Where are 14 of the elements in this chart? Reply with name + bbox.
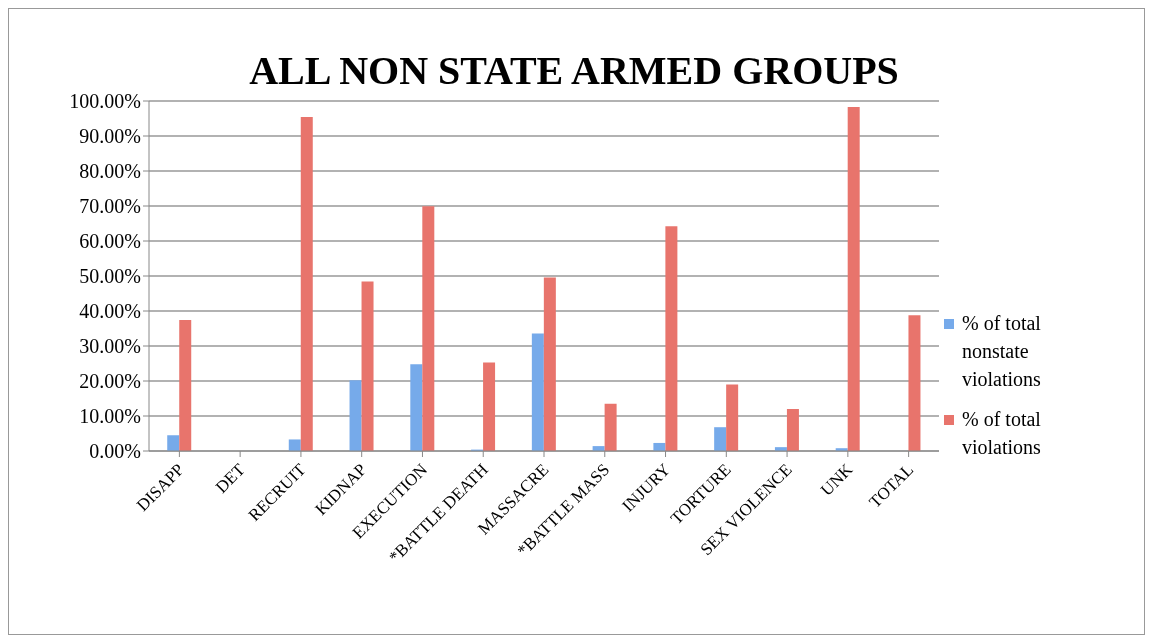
y-tick-label: 10.00% [79,405,141,428]
legend-label: % of total nonstate violations [962,311,1042,392]
legend-label: % of total violations [962,407,1042,460]
y-tick-label: 40.00% [79,300,141,323]
y-tick-label: 70.00% [79,195,141,218]
y-tick-label: 90.00% [79,125,141,148]
y-tick-label: 50.00% [79,265,141,288]
chart-title: ALL NON STATE ARMED GROUPS [249,48,899,93]
y-tick-label: 100.00% [69,90,141,113]
y-tick-label: 20.00% [79,370,141,393]
y-tick-label: 30.00% [79,335,141,358]
y-tick-label: 0.00% [89,440,141,463]
y-tick-label: 80.00% [79,160,141,183]
y-tick-label: 60.00% [79,230,141,253]
